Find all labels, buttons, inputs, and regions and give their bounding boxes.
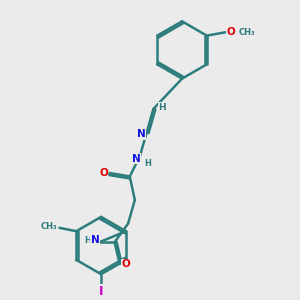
Text: O: O (226, 27, 235, 37)
Text: H: H (144, 159, 151, 168)
Text: N: N (137, 129, 146, 139)
Text: CH₃: CH₃ (41, 222, 58, 231)
Text: O: O (121, 259, 130, 269)
Text: H: H (84, 236, 91, 245)
Text: N: N (91, 236, 100, 245)
Text: O: O (99, 168, 108, 178)
Text: CH₃: CH₃ (238, 28, 255, 37)
Text: N: N (132, 154, 141, 164)
Text: I: I (99, 284, 103, 298)
Text: H: H (158, 103, 166, 112)
